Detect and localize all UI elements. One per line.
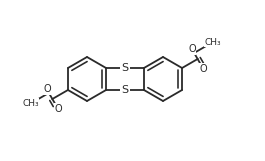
Text: O: O bbox=[43, 85, 51, 95]
Text: S: S bbox=[121, 63, 129, 73]
Text: O: O bbox=[199, 64, 207, 74]
Text: CH₃: CH₃ bbox=[22, 99, 39, 108]
Text: O: O bbox=[54, 104, 62, 114]
Text: S: S bbox=[121, 85, 129, 95]
Text: O: O bbox=[188, 44, 196, 54]
Text: CH₃: CH₃ bbox=[204, 38, 221, 47]
